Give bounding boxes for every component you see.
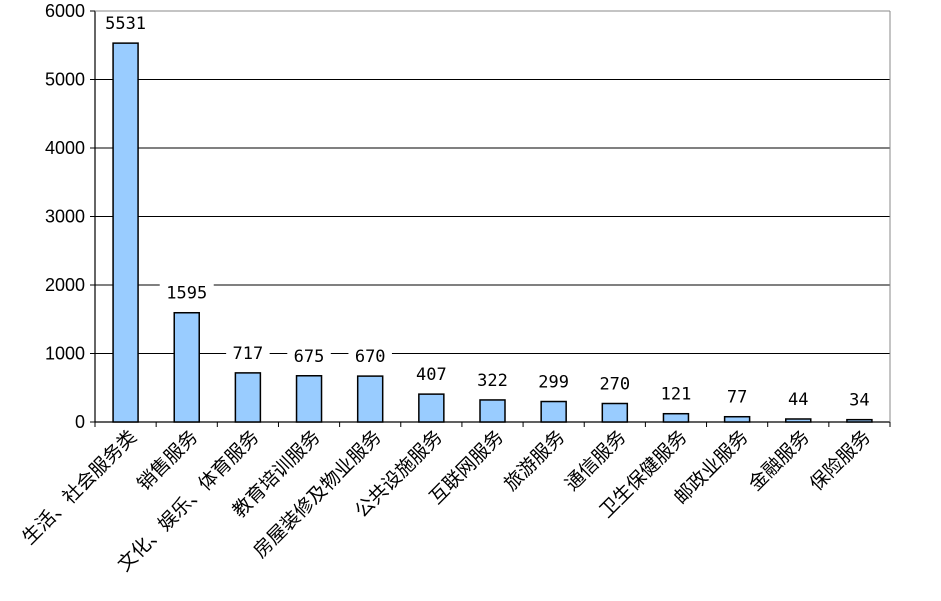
data-label: 270 <box>599 375 630 395</box>
bar <box>173 311 200 423</box>
bars <box>112 42 873 423</box>
bar <box>540 400 567 423</box>
bar <box>846 418 873 423</box>
data-label: 717 <box>233 344 264 364</box>
bar <box>479 399 506 423</box>
bar <box>662 412 690 423</box>
y-tick-label: 0 <box>75 412 85 432</box>
data-label: 77 <box>727 388 747 408</box>
y-tick-label: 5000 <box>45 70 85 90</box>
gridlines <box>95 10 890 354</box>
y-tick-label: 4000 <box>45 138 85 158</box>
data-label-background <box>226 343 270 364</box>
category-labels: 生活、社会服务类销售服务文化、娱乐、体育服务教育培训服务房屋装修及物业服务公共设… <box>18 426 875 576</box>
data-label: 1595 <box>166 284 207 304</box>
axes <box>90 10 891 427</box>
bar <box>723 415 751 423</box>
y-tick-label: 6000 <box>45 1 85 21</box>
data-label: 121 <box>661 385 692 405</box>
bar <box>234 372 262 423</box>
data-labels: 5531 1595 717 675 670 407 322 299 270 121 77 44 34 <box>98 14 876 411</box>
data-label-background <box>409 365 454 386</box>
data-label-background <box>348 347 392 368</box>
category-label: 保险服务 <box>806 426 875 495</box>
data-label: 322 <box>477 371 508 391</box>
data-label: 675 <box>294 347 325 367</box>
category-label: 生活、社会服务类 <box>18 426 141 549</box>
data-label-background <box>720 387 754 408</box>
data-label-background <box>842 390 876 411</box>
data-label-background <box>159 283 214 304</box>
data-label: 34 <box>849 391 869 411</box>
data-label-background <box>593 374 637 395</box>
data-label-background <box>98 14 153 35</box>
bar <box>601 402 629 423</box>
y-tick-labels: 0 1000 2000 3000 4000 5000 6000 <box>45 1 85 432</box>
data-label: 407 <box>416 365 447 385</box>
data-label-background <box>470 370 515 391</box>
data-label: 670 <box>355 347 386 367</box>
y-tick-label: 1000 <box>45 344 85 364</box>
bar <box>785 418 812 423</box>
data-label-background <box>531 372 576 393</box>
data-label: 299 <box>538 373 569 393</box>
bar <box>418 393 445 423</box>
data-label: 44 <box>788 390 808 410</box>
bar <box>295 375 323 423</box>
bar <box>112 42 139 423</box>
category-label: 旅游服务 <box>500 426 569 495</box>
y-tick-label: 2000 <box>45 275 85 295</box>
bar <box>356 375 384 423</box>
data-label-background <box>654 384 698 405</box>
category-label: 金融服务 <box>744 426 813 495</box>
data-label-background <box>287 346 331 367</box>
data-label-background <box>781 389 815 410</box>
data-label: 5531 <box>105 14 146 34</box>
y-tick-label: 3000 <box>45 207 85 227</box>
